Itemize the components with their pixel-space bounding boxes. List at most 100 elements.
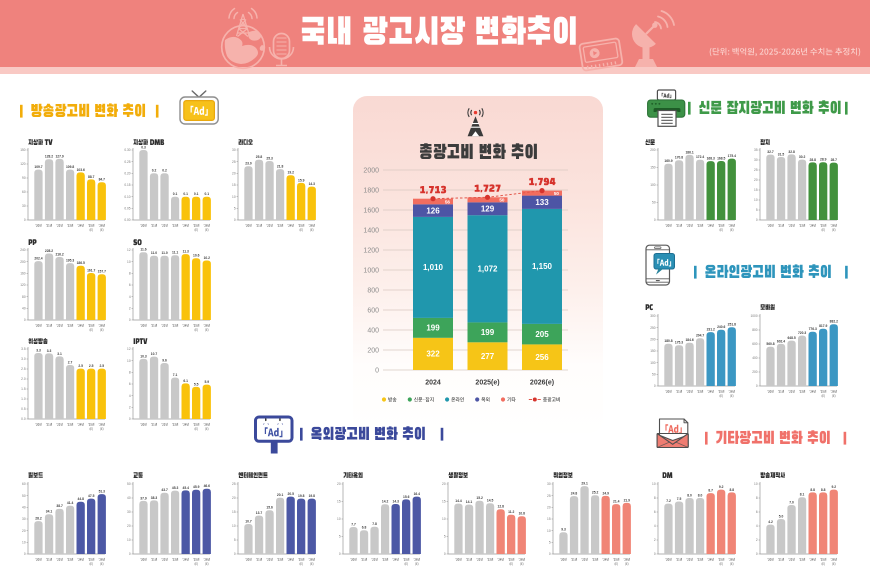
svg-text:8.8: 8.8 — [810, 487, 815, 491]
svg-text:45.9: 45.9 — [192, 485, 199, 489]
svg-text:2026(e): 2026(e) — [530, 380, 554, 387]
svg-text:51.3: 51.3 — [98, 489, 105, 493]
svg-text:776.3: 776.3 — [808, 327, 816, 331]
svg-text:202.4: 202.4 — [34, 257, 42, 261]
svg-text:9.6: 9.6 — [162, 358, 167, 362]
svg-text:5: 5 — [233, 207, 235, 211]
svg-text:28.7: 28.7 — [830, 158, 837, 162]
svg-text:231.2: 231.2 — [707, 327, 715, 331]
svg-text:0: 0 — [128, 318, 130, 322]
svg-text:10: 10 — [442, 517, 446, 521]
svg-text:200: 200 — [752, 370, 758, 374]
svg-text:129: 129 — [481, 205, 495, 214]
svg-text:0: 0 — [128, 417, 130, 421]
svg-text:1200: 1200 — [363, 247, 379, 254]
svg-text:5: 5 — [338, 534, 340, 538]
svg-text:186.5: 186.5 — [76, 261, 84, 265]
svg-text:50: 50 — [554, 191, 560, 196]
svg-text:126: 126 — [426, 206, 440, 215]
svg-text:43.7: 43.7 — [161, 488, 168, 492]
svg-text:90: 90 — [22, 176, 26, 180]
svg-text:41.4: 41.4 — [66, 501, 73, 505]
svg-text:175.4: 175.4 — [728, 154, 736, 158]
svg-text:10: 10 — [232, 524, 236, 528]
svg-text:160.9: 160.9 — [664, 159, 672, 163]
svg-text:19.8: 19.8 — [297, 494, 304, 498]
svg-text:560.8: 560.8 — [766, 342, 774, 346]
svg-text:14.1: 14.1 — [465, 500, 472, 504]
svg-text:20: 20 — [442, 482, 446, 486]
svg-text:47.5: 47.5 — [87, 494, 94, 498]
svg-text:2.0: 2.0 — [21, 377, 26, 381]
svg-text:40: 40 — [22, 307, 26, 311]
svg-text:30: 30 — [22, 204, 26, 208]
svg-text:24.8: 24.8 — [570, 491, 577, 495]
svg-text:277: 277 — [481, 352, 495, 361]
svg-text:160: 160 — [20, 272, 26, 276]
svg-text:10: 10 — [547, 528, 551, 532]
svg-text:38.3: 38.3 — [150, 495, 157, 499]
svg-text:88.7: 88.7 — [87, 175, 94, 179]
svg-text:20: 20 — [754, 178, 758, 182]
svg-text:7.8: 7.8 — [372, 522, 377, 526]
svg-text:1000: 1000 — [363, 267, 379, 274]
svg-text:10: 10 — [127, 359, 131, 363]
svg-text:11.3: 11.3 — [182, 250, 188, 254]
svg-text:1400: 1400 — [363, 227, 379, 234]
svg-text:32.7: 32.7 — [767, 150, 774, 154]
svg-text:5: 5 — [233, 538, 235, 542]
svg-text:2.5: 2.5 — [99, 364, 104, 368]
svg-text:0.25: 0.25 — [124, 160, 130, 164]
svg-text:150: 150 — [20, 148, 26, 152]
svg-text:168.3: 168.3 — [707, 157, 715, 161]
svg-text:817.9: 817.9 — [819, 324, 827, 328]
svg-text:10: 10 — [337, 517, 341, 521]
svg-text:168.5: 168.5 — [717, 156, 725, 160]
svg-text:720.3: 720.3 — [797, 331, 805, 335]
svg-text:120: 120 — [20, 162, 26, 166]
svg-text:4.2: 4.2 — [768, 520, 773, 524]
svg-text:25: 25 — [754, 168, 758, 172]
svg-text:186.1: 186.1 — [685, 150, 693, 154]
svg-text:8.1: 8.1 — [799, 492, 804, 496]
svg-text:60: 60 — [22, 482, 26, 486]
svg-text:10.8: 10.8 — [518, 511, 525, 515]
svg-text:40: 40 — [22, 505, 26, 509]
svg-text:10: 10 — [127, 260, 131, 264]
svg-text:1000: 1000 — [750, 314, 757, 318]
svg-text:31.5: 31.5 — [777, 152, 784, 156]
svg-text:11.0: 11.0 — [161, 251, 167, 255]
svg-text:0.0: 0.0 — [21, 417, 26, 421]
svg-text:205: 205 — [535, 330, 549, 339]
svg-text:0.30: 0.30 — [124, 148, 130, 152]
svg-text:10.7: 10.7 — [150, 352, 157, 356]
svg-text:80: 80 — [22, 295, 26, 299]
svg-text:199: 199 — [481, 328, 495, 337]
svg-text:8.7: 8.7 — [708, 488, 713, 492]
svg-text:9.2: 9.2 — [831, 485, 836, 489]
svg-text:19.8: 19.8 — [308, 494, 315, 498]
svg-text:7.1: 7.1 — [172, 373, 177, 377]
svg-text:0.00: 0.00 — [124, 218, 130, 222]
svg-text:10.7: 10.7 — [245, 519, 252, 523]
svg-text:1,010: 1,010 — [423, 263, 444, 272]
svg-text:46.6: 46.6 — [203, 484, 210, 488]
svg-text:0: 0 — [23, 218, 25, 222]
svg-text:0: 0 — [755, 552, 757, 556]
svg-text:195.3: 195.3 — [65, 259, 73, 263]
svg-text:24.9: 24.9 — [602, 491, 609, 495]
svg-text:0.1: 0.1 — [172, 192, 177, 196]
svg-text:20: 20 — [22, 528, 26, 532]
svg-text:4: 4 — [654, 524, 656, 528]
svg-text:25.2: 25.2 — [591, 490, 598, 494]
svg-text:13.7: 13.7 — [255, 511, 262, 515]
svg-text:1600: 1600 — [363, 207, 379, 214]
svg-text:50: 50 — [127, 482, 131, 486]
svg-text:0: 0 — [443, 552, 445, 556]
svg-text:400: 400 — [367, 327, 379, 334]
svg-text:2.5: 2.5 — [78, 364, 83, 368]
svg-text:128.2: 128.2 — [44, 155, 52, 159]
svg-text:12: 12 — [127, 347, 131, 351]
svg-text:20: 20 — [232, 172, 236, 176]
svg-text:14.5: 14.5 — [486, 498, 493, 502]
